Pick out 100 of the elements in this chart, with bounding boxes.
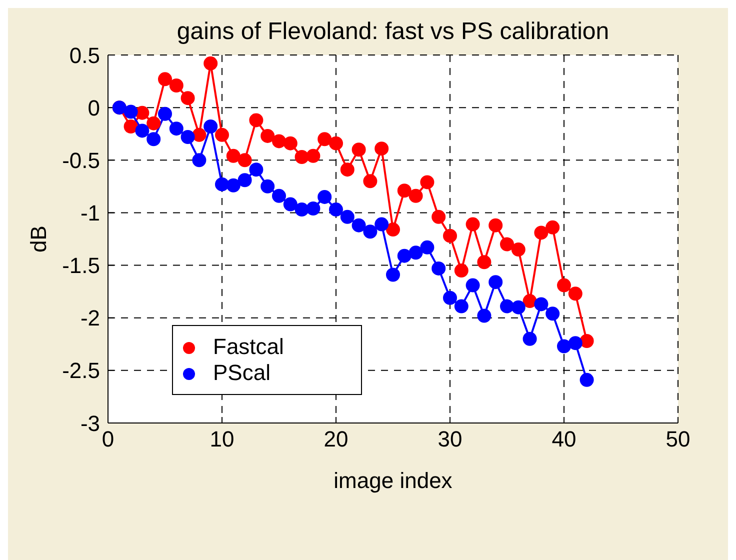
- point: [226, 178, 240, 192]
- point: [135, 124, 150, 138]
- point: [522, 294, 537, 308]
- legend-label: Fastcal: [213, 334, 284, 359]
- point: [192, 153, 206, 168]
- point: [146, 132, 161, 146]
- point: [511, 300, 526, 314]
- point: [204, 119, 218, 134]
- point: [568, 286, 582, 301]
- y-tick-label: -0.5: [62, 148, 100, 173]
- point: [363, 224, 378, 239]
- point: [169, 122, 184, 136]
- point: [169, 78, 184, 92]
- point: [432, 261, 446, 276]
- point: [329, 136, 343, 150]
- point: [352, 218, 366, 232]
- chart-title: gains of Flevoland: fast vs PS calibration: [176, 18, 610, 46]
- point: [260, 128, 275, 143]
- y-tick-label: 0: [88, 95, 100, 120]
- point: [215, 177, 229, 192]
- point: [238, 173, 252, 188]
- point: [454, 299, 468, 314]
- point: [340, 210, 354, 224]
- point: [180, 130, 195, 144]
- x-tick-label: 40: [552, 426, 576, 452]
- point: [420, 240, 434, 254]
- point: [511, 242, 526, 257]
- point: [249, 113, 264, 128]
- y-tick-label: -1.5: [62, 253, 100, 278]
- point: [363, 174, 378, 188]
- point: [249, 162, 264, 177]
- point: [226, 148, 240, 163]
- point: [500, 237, 514, 252]
- point: [397, 184, 412, 198]
- point: [477, 308, 492, 323]
- point: [386, 222, 400, 237]
- legend-label: PScal: [213, 360, 270, 385]
- point: [443, 290, 457, 305]
- point: [408, 246, 423, 260]
- x-tick-label: 10: [210, 426, 234, 452]
- point: [454, 264, 468, 278]
- point: [488, 275, 503, 290]
- point: [432, 210, 446, 224]
- point: [443, 228, 457, 243]
- point: [340, 162, 354, 177]
- point: [158, 72, 172, 86]
- point: [546, 220, 560, 234]
- point: [374, 217, 389, 232]
- point: [408, 188, 423, 203]
- point: [158, 106, 172, 121]
- point: [306, 148, 320, 163]
- y-axis-title: dB: [26, 226, 51, 252]
- point: [306, 202, 320, 216]
- point: [500, 299, 514, 314]
- point: [329, 202, 343, 217]
- point: [135, 106, 150, 120]
- point: [568, 336, 582, 350]
- x-axis-title: image index: [334, 468, 452, 493]
- point: [272, 134, 286, 148]
- point: [204, 56, 218, 70]
- point: [283, 197, 298, 212]
- point: [546, 306, 560, 321]
- point: [374, 142, 389, 156]
- point: [522, 332, 537, 346]
- point: [420, 175, 434, 190]
- point: [318, 190, 332, 204]
- point: [192, 128, 206, 142]
- point: [215, 128, 229, 142]
- x-tick-label: 20: [324, 426, 348, 452]
- y-tick-label: -2.5: [62, 358, 100, 384]
- point: [283, 136, 298, 150]
- point: [180, 91, 195, 106]
- point: [580, 372, 594, 387]
- point: [146, 116, 161, 130]
- x-tick-label: 30: [438, 426, 462, 452]
- point: [352, 142, 366, 157]
- point: [557, 339, 571, 354]
- y-tick-label: -2: [80, 306, 100, 331]
- y-tick-label: 0.5: [69, 42, 100, 68]
- point: [238, 153, 252, 168]
- y-tick-label: -3: [80, 410, 100, 436]
- point: [534, 226, 548, 240]
- point: [124, 119, 138, 134]
- point: [534, 297, 548, 312]
- x-tick-label: 50: [666, 426, 690, 452]
- point: [557, 278, 571, 292]
- point: [477, 255, 492, 270]
- point: [272, 188, 286, 203]
- point: [386, 268, 400, 282]
- point: [260, 179, 275, 194]
- point: [124, 104, 138, 119]
- point: [466, 217, 480, 232]
- point: [318, 132, 332, 146]
- point: [488, 218, 503, 232]
- point: [397, 248, 412, 263]
- point: [294, 202, 309, 217]
- point: [466, 278, 480, 292]
- y-tick-label: -1: [80, 200, 100, 226]
- point: [294, 150, 309, 164]
- point: [580, 334, 594, 348]
